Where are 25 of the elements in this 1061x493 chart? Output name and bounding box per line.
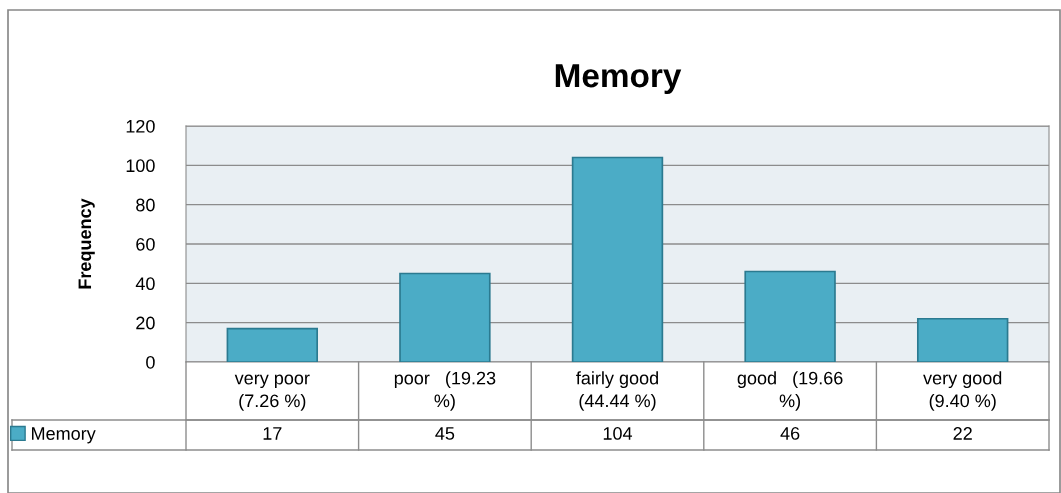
x-tick-label: very good (9.40 %)	[923, 371, 1002, 411]
y-tick-label: 120	[126, 119, 155, 133]
y-tick-label: 20	[136, 316, 155, 330]
bar	[399, 272, 491, 362]
data-label: 22	[953, 427, 972, 440]
bar	[744, 270, 836, 362]
x-tick-label: very poor (7.26 %)	[234, 374, 310, 411]
bar	[916, 317, 1009, 362]
data-label: 46	[780, 427, 800, 440]
legend-label: Memory	[32, 427, 96, 444]
y-tick-label: 100	[126, 159, 155, 173]
y-tick-label: 0	[146, 355, 155, 369]
bar	[571, 156, 664, 362]
data-label: 45	[435, 427, 455, 440]
x-tick-label: fairly good (44.44 %)	[576, 371, 658, 411]
data-label: 17	[263, 427, 282, 440]
bar	[226, 327, 319, 362]
y-tick-label: 80	[136, 198, 155, 212]
x-tick-label: poor (19.23 %)	[394, 371, 496, 411]
y-tick-label: 40	[135, 277, 155, 291]
x-tick-label: good (19.66 %)	[737, 371, 843, 411]
data-label: 104	[603, 427, 633, 440]
y-axis-title: Frequency	[78, 198, 95, 289]
chart-title: Memory	[555, 64, 682, 95]
y-tick-label: 60	[136, 237, 155, 251]
